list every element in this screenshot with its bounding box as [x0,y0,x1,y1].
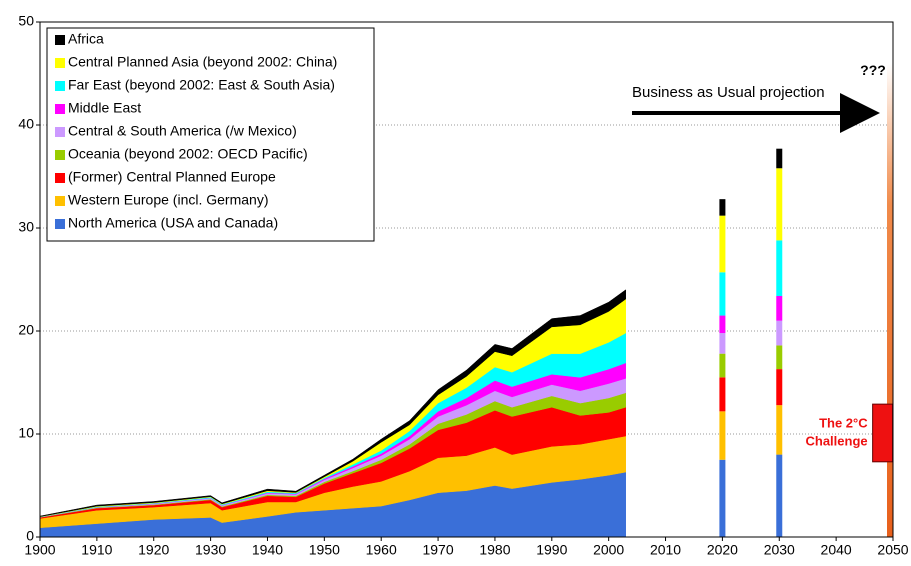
legend-swatch [55,127,65,137]
legend-label: North America (USA and Canada) [68,215,278,231]
legend-label: Central Planned Asia (beyond 2002: China… [68,54,337,70]
legend-swatch [55,104,65,114]
plot-frame [39,21,894,538]
legend-swatch [55,81,65,91]
x-tick-label: 2050 [877,542,908,558]
legend-label: Western Europe (incl. Germany) [68,192,268,208]
legend-label: Far East (beyond 2002: East & South Asia… [68,77,335,93]
projection-bar [719,411,726,460]
y-tick-label: 30 [18,219,34,235]
y-tick-label: 0 [26,528,34,544]
y-tick-label: 40 [18,116,34,132]
x-tick-label: 2040 [821,542,852,558]
x-tick-label: 2000 [593,542,624,558]
x-tick-label: 1960 [366,542,397,558]
projection-bar [776,168,783,241]
x-tick-label: 1920 [138,542,169,558]
x-tick-label: 1930 [195,542,226,558]
area [39,289,626,517]
x-tick-label: 2010 [650,542,681,558]
legend-swatch [55,173,65,183]
y-tick-label: 20 [18,322,34,338]
projection-bar [776,454,783,537]
legend-label: Central & South America (/w Mexico) [68,123,297,139]
x-tick-label: 1950 [309,542,340,558]
challenge-label: The 2°C [819,415,868,430]
legend-swatch [55,58,65,68]
projection-bar [776,345,783,370]
x-tick-label: 1970 [422,542,453,558]
projection-bar [719,272,726,316]
projection-bar [776,295,783,321]
projection-bar [776,320,783,346]
projection-bar [719,377,726,412]
x-tick-label: 1910 [81,542,112,558]
projection-bar [776,240,783,296]
legend-swatch [55,196,65,206]
projection-bar [719,315,726,334]
x-tick-label: 2030 [764,542,795,558]
projection-bar [719,333,726,354]
projection-bar [776,405,783,455]
y-tick-label: 10 [18,425,34,441]
x-tick-label: 1900 [24,542,55,558]
x-tick-label: 2020 [707,542,738,558]
projection-bar [776,148,783,169]
legend-swatch [55,219,65,229]
legend-label: (Former) Central Planned Europe [68,169,276,185]
legend-box [46,27,375,242]
x-tick-label: 1940 [252,542,283,558]
gradient-label: ??? [860,62,886,78]
x-tick-label: 1990 [536,542,567,558]
y-tick-label: 50 [18,13,34,29]
x-tick-label: 1980 [479,542,510,558]
projection-bar [719,199,726,216]
projection-bar [776,369,783,406]
legend-swatch [55,35,65,45]
challenge-box [872,403,894,463]
challenge-label: Challenge [806,433,868,448]
projection-bar [719,459,726,537]
legend-swatch [55,150,65,160]
projection-bar [719,215,726,273]
legend-label: Africa [68,31,104,47]
projection-label: Business as Usual projection [632,84,825,101]
legend-label: Middle East [68,100,141,116]
projection-bar [719,353,726,378]
gradient-bar [887,63,893,537]
legend-label: Oceania (beyond 2002: OECD Pacific) [68,146,308,162]
